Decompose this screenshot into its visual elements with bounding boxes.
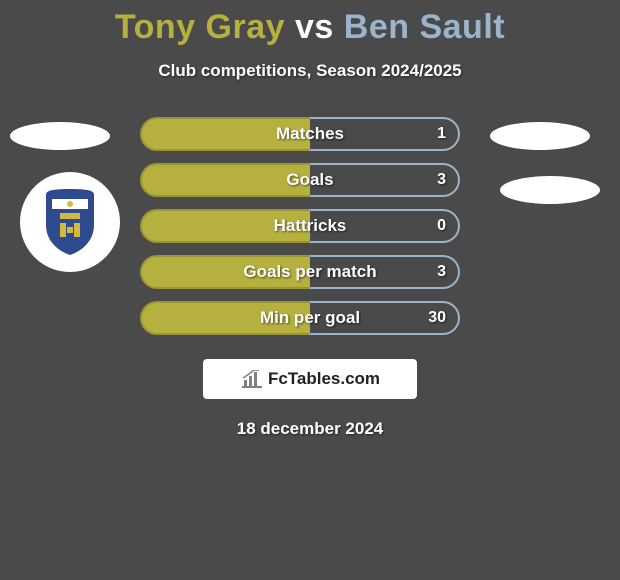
stat-label: Matches [276, 124, 344, 144]
stat-row: Min per goal 30 [0, 301, 620, 335]
stat-value: 3 [437, 263, 446, 281]
stat-value: 0 [437, 217, 446, 235]
bar-chart-icon [240, 370, 262, 388]
vs-text: vs [295, 8, 334, 46]
player2-name: Ben Sault [344, 8, 505, 46]
stat-row: Goals 3 [0, 163, 620, 197]
page-title: Tony Gray vs Ben Sault [0, 0, 620, 47]
brand-box: FcTables.com [203, 359, 417, 399]
subtitle: Club competitions, Season 2024/2025 [0, 61, 620, 81]
stat-label: Hattricks [274, 216, 347, 236]
stats-bars: Matches 1 Goals 3 Hattricks 0 Goals per match 3… [0, 117, 620, 335]
stat-row: Hattricks 0 [0, 209, 620, 243]
stat-value: 30 [428, 309, 446, 327]
stat-label: Goals per match [243, 262, 376, 282]
stat-value: 1 [437, 125, 446, 143]
player1-name: Tony Gray [115, 8, 285, 46]
stat-value: 3 [437, 171, 446, 189]
stat-row: Goals per match 3 [0, 255, 620, 289]
stat-row: Matches 1 [0, 117, 620, 151]
stat-label: Goals [286, 170, 333, 190]
stat-bar-left [140, 163, 310, 197]
date-text: 18 december 2024 [0, 419, 620, 439]
stat-label: Min per goal [260, 308, 360, 328]
comparison-infographic: Tony Gray vs Ben Sault Club competitions… [0, 0, 620, 580]
brand-text: FcTables.com [268, 369, 380, 389]
